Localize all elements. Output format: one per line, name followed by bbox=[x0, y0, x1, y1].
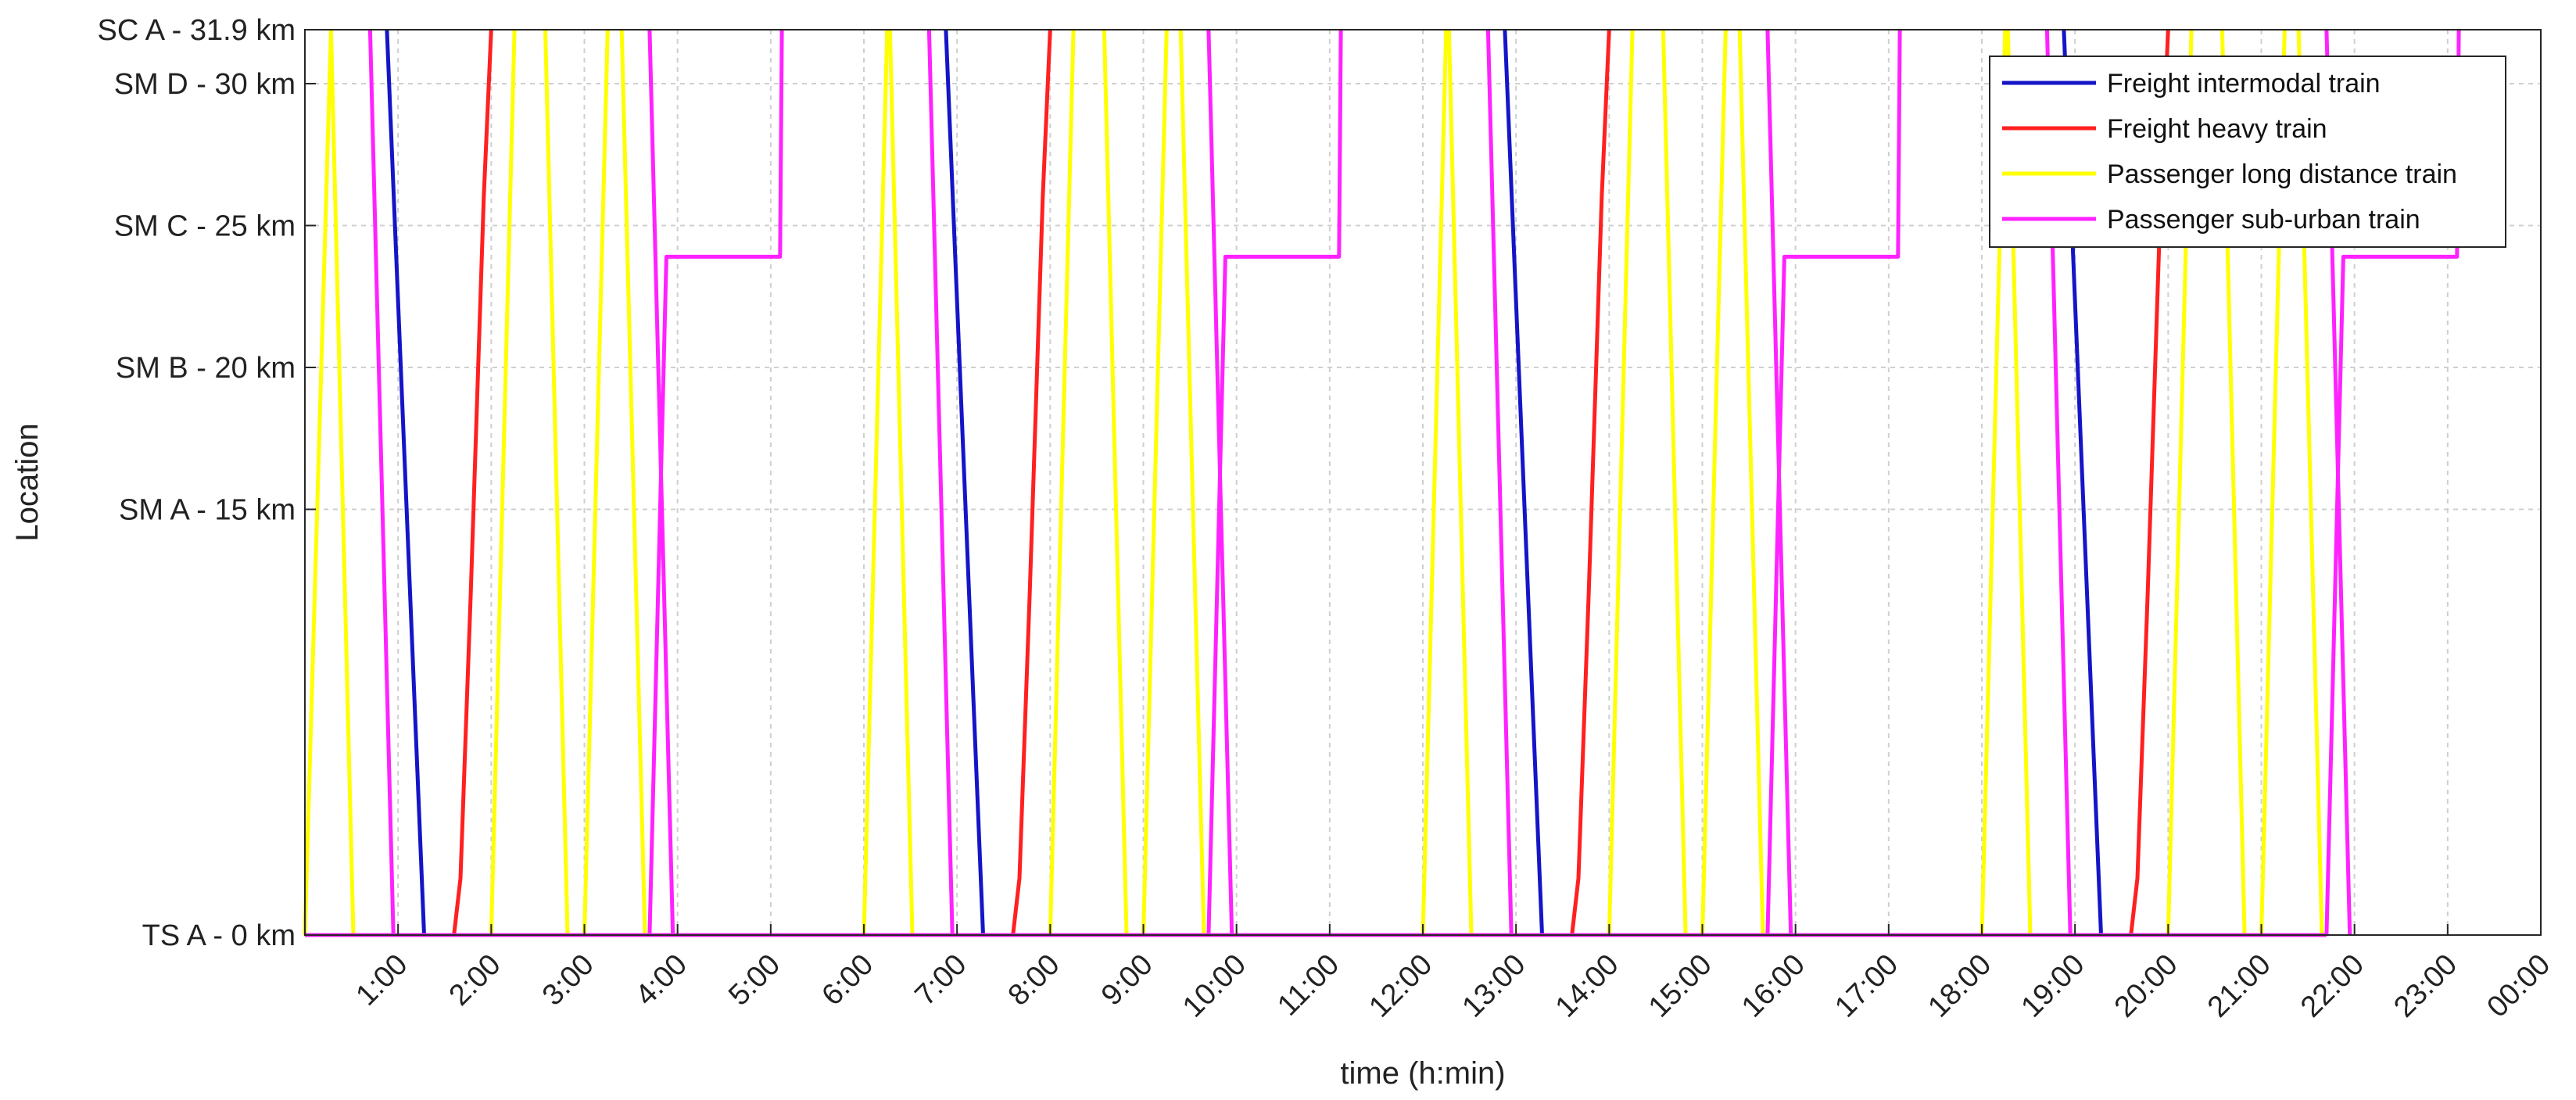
y-tick-label-0: TS A - 0 km bbox=[142, 919, 296, 952]
legend-label-3: Passenger sub-urban train bbox=[2107, 205, 2420, 235]
legend-label-0: Freight intermodal train bbox=[2107, 69, 2381, 99]
series-2-run-8 bbox=[1048, 29, 1076, 936]
series-2-run-1 bbox=[328, 29, 356, 936]
series-3-run-3 bbox=[926, 29, 955, 936]
series-2-run-17 bbox=[1737, 29, 1765, 936]
series-3-run-6 bbox=[1485, 29, 1514, 936]
series-1-run-0 bbox=[452, 29, 493, 936]
legend: Freight intermodal train Freight heavy tr… bbox=[1989, 56, 2506, 248]
series-0-run-2 bbox=[1503, 29, 1544, 936]
series-1-run-2 bbox=[1570, 29, 1611, 936]
y-axis-label: Location bbox=[10, 423, 45, 541]
series-2-run-2 bbox=[489, 29, 517, 936]
x-axis-label: time (h:min) bbox=[1340, 1056, 1505, 1091]
legend-label-1: Freight heavy train bbox=[2107, 114, 2327, 144]
series-2-run-16 bbox=[1700, 29, 1728, 936]
series-2-run-15 bbox=[1661, 29, 1688, 936]
y-axis-ticks: TS A - 0 km SM A - 15 km SM B - 20 km SM C … bbox=[98, 14, 316, 952]
series-3-run-0 bbox=[367, 29, 396, 936]
legend-label-2: Passenger long distance train bbox=[2107, 159, 2457, 189]
series-2-run-13 bbox=[1446, 29, 1474, 936]
y-tick-label-5: SC A - 31.9 km bbox=[98, 14, 296, 47]
series-2-run-11 bbox=[1178, 29, 1206, 936]
y-tick-label-1: SM A - 15 km bbox=[119, 493, 296, 526]
series-0-run-1 bbox=[944, 29, 985, 936]
y-tick-label-4: SM D - 30 km bbox=[114, 68, 296, 101]
y-tick-label-3: SM C - 25 km bbox=[114, 210, 296, 242]
series-2-run-7 bbox=[887, 29, 915, 936]
y-tick-label-2: SM B - 20 km bbox=[116, 352, 296, 385]
series-1-run-1 bbox=[1011, 29, 1052, 936]
series-2-run-14 bbox=[1607, 29, 1635, 936]
series-2-run-9 bbox=[1102, 29, 1129, 936]
series-2-run-12 bbox=[1421, 29, 1449, 936]
series-2-run-4 bbox=[582, 29, 610, 936]
series-2-run-10 bbox=[1141, 29, 1169, 936]
series-3-run-8 bbox=[1765, 29, 1902, 936]
series-3-run-2 bbox=[647, 29, 784, 936]
legend-box bbox=[1989, 56, 2506, 248]
series-2-run-0 bbox=[303, 29, 333, 936]
series-2-run-5 bbox=[619, 29, 647, 936]
series-0-run-0 bbox=[385, 29, 426, 936]
series-2-run-6 bbox=[862, 29, 890, 936]
series-3-run-5 bbox=[1206, 29, 1343, 936]
series-2-run-3 bbox=[543, 29, 570, 936]
